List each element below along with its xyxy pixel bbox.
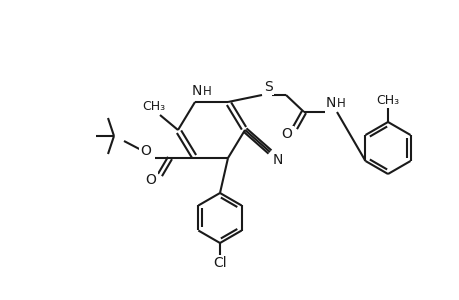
Text: CH₃: CH₃ <box>142 100 165 112</box>
Text: H: H <box>336 97 345 110</box>
Text: H: H <box>202 85 211 98</box>
Text: N: N <box>272 153 283 167</box>
Text: O: O <box>281 127 292 141</box>
Text: CH₃: CH₃ <box>375 94 399 106</box>
Text: O: O <box>145 173 156 187</box>
Text: Cl: Cl <box>213 256 226 270</box>
Text: N: N <box>325 96 336 110</box>
Text: N: N <box>191 84 202 98</box>
Text: O: O <box>140 144 151 158</box>
Text: S: S <box>264 80 273 94</box>
